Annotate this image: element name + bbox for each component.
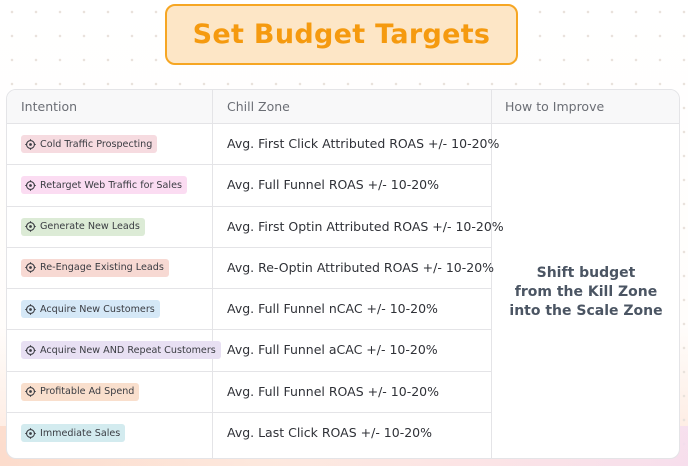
table-header: Intention Chill Zone How to Improve xyxy=(7,90,679,124)
intention-label: Retarget Web Traffic for Sales xyxy=(40,179,182,191)
intention-tag: Acquire New Customers xyxy=(21,300,160,319)
how-to-improve-cell: Shift budget from the Kill Zone into the… xyxy=(491,124,679,458)
improve-line: Shift budget xyxy=(536,264,636,281)
table-row: Profitable Ad Spend Avg. Full Funnel ROAS… xyxy=(7,372,491,414)
header-how-to-improve: How to Improve xyxy=(505,99,605,114)
intention-tag: Retarget Web Traffic for Sales xyxy=(21,176,187,195)
intention-tag: Cold Traffic Prospecting xyxy=(21,135,158,153)
target-icon xyxy=(25,138,36,150)
budget-table: Intention Chill Zone How to Improve Cold… xyxy=(6,89,680,459)
column-divider xyxy=(491,90,492,458)
column-divider xyxy=(212,90,213,458)
intention-tag: Re-Engage Existing Leads xyxy=(21,258,169,277)
chill-zone-metric: Avg. Last Click ROAS +/- 10-20% xyxy=(227,425,432,441)
improve-line: into the Scale Zone xyxy=(509,302,663,319)
intention-label: Acquire New Customers xyxy=(40,303,155,315)
table-row: Cold Traffic Prospecting Avg. First Click… xyxy=(7,124,499,166)
table-body: Cold Traffic Prospecting Avg. First Click… xyxy=(7,124,504,454)
page-title: Set Budget Targets xyxy=(165,4,518,65)
intention-tag: Generate New Leads xyxy=(21,217,145,236)
chill-zone-metric: Avg. Full Funnel ROAS +/- 10-20% xyxy=(227,177,439,193)
intention-tag: Profitable Ad Spend xyxy=(21,382,140,401)
table-row: Acquire New Customers Avg. Full Funnel nC… xyxy=(7,289,491,331)
intention-tag: Immediate Sales xyxy=(21,424,126,443)
header-intention: Intention xyxy=(21,99,78,114)
intention-label: Generate New Leads xyxy=(40,221,140,233)
target-icon xyxy=(25,386,36,398)
target-icon xyxy=(25,303,36,315)
intention-label: Profitable Ad Spend xyxy=(40,386,135,398)
target-icon xyxy=(25,427,36,439)
table-row: Re-Engage Existing Leads Avg. Re-Optin At… xyxy=(7,248,495,290)
intention-label: Immediate Sales xyxy=(40,427,121,439)
header-chill-zone: Chill Zone xyxy=(227,99,290,114)
table-row: Immediate Sales Avg. Last Click ROAS +/- … xyxy=(7,413,491,454)
intention-tag: Acquire New AND Repeat Customers xyxy=(21,341,221,360)
intention-label: Re-Engage Existing Leads xyxy=(40,262,164,274)
target-icon xyxy=(25,180,36,191)
improve-line: from the Kill Zone xyxy=(514,283,658,300)
chill-zone-metric: Avg. First Click Attributed ROAS +/- 10-… xyxy=(227,136,500,151)
intention-label: Cold Traffic Prospecting xyxy=(40,138,153,150)
target-icon xyxy=(25,345,36,356)
target-icon xyxy=(25,262,36,274)
target-icon xyxy=(25,221,36,232)
table-row: Acquire New AND Repeat Customers Avg. Ful… xyxy=(7,330,491,372)
table-row: Generate New Leads Avg. First Optin Attri… xyxy=(7,207,504,248)
chill-zone-metric: Avg. Re-Optin Attributed ROAS +/- 10-20% xyxy=(227,259,495,275)
chill-zone-metric: Avg. Full Funnel aCAC +/- 10-20% xyxy=(227,342,438,358)
chill-zone-metric: Avg. First Optin Attributed ROAS +/- 10-… xyxy=(227,218,504,234)
chill-zone-metric: Avg. Full Funnel nCAC +/- 10-20% xyxy=(227,301,438,317)
intention-label: Acquire New AND Repeat Customers xyxy=(40,344,216,356)
chill-zone-metric: Avg. Full Funnel ROAS +/- 10-20% xyxy=(227,383,439,399)
table-row: Retarget Web Traffic for Sales Avg. Full … xyxy=(7,165,491,207)
